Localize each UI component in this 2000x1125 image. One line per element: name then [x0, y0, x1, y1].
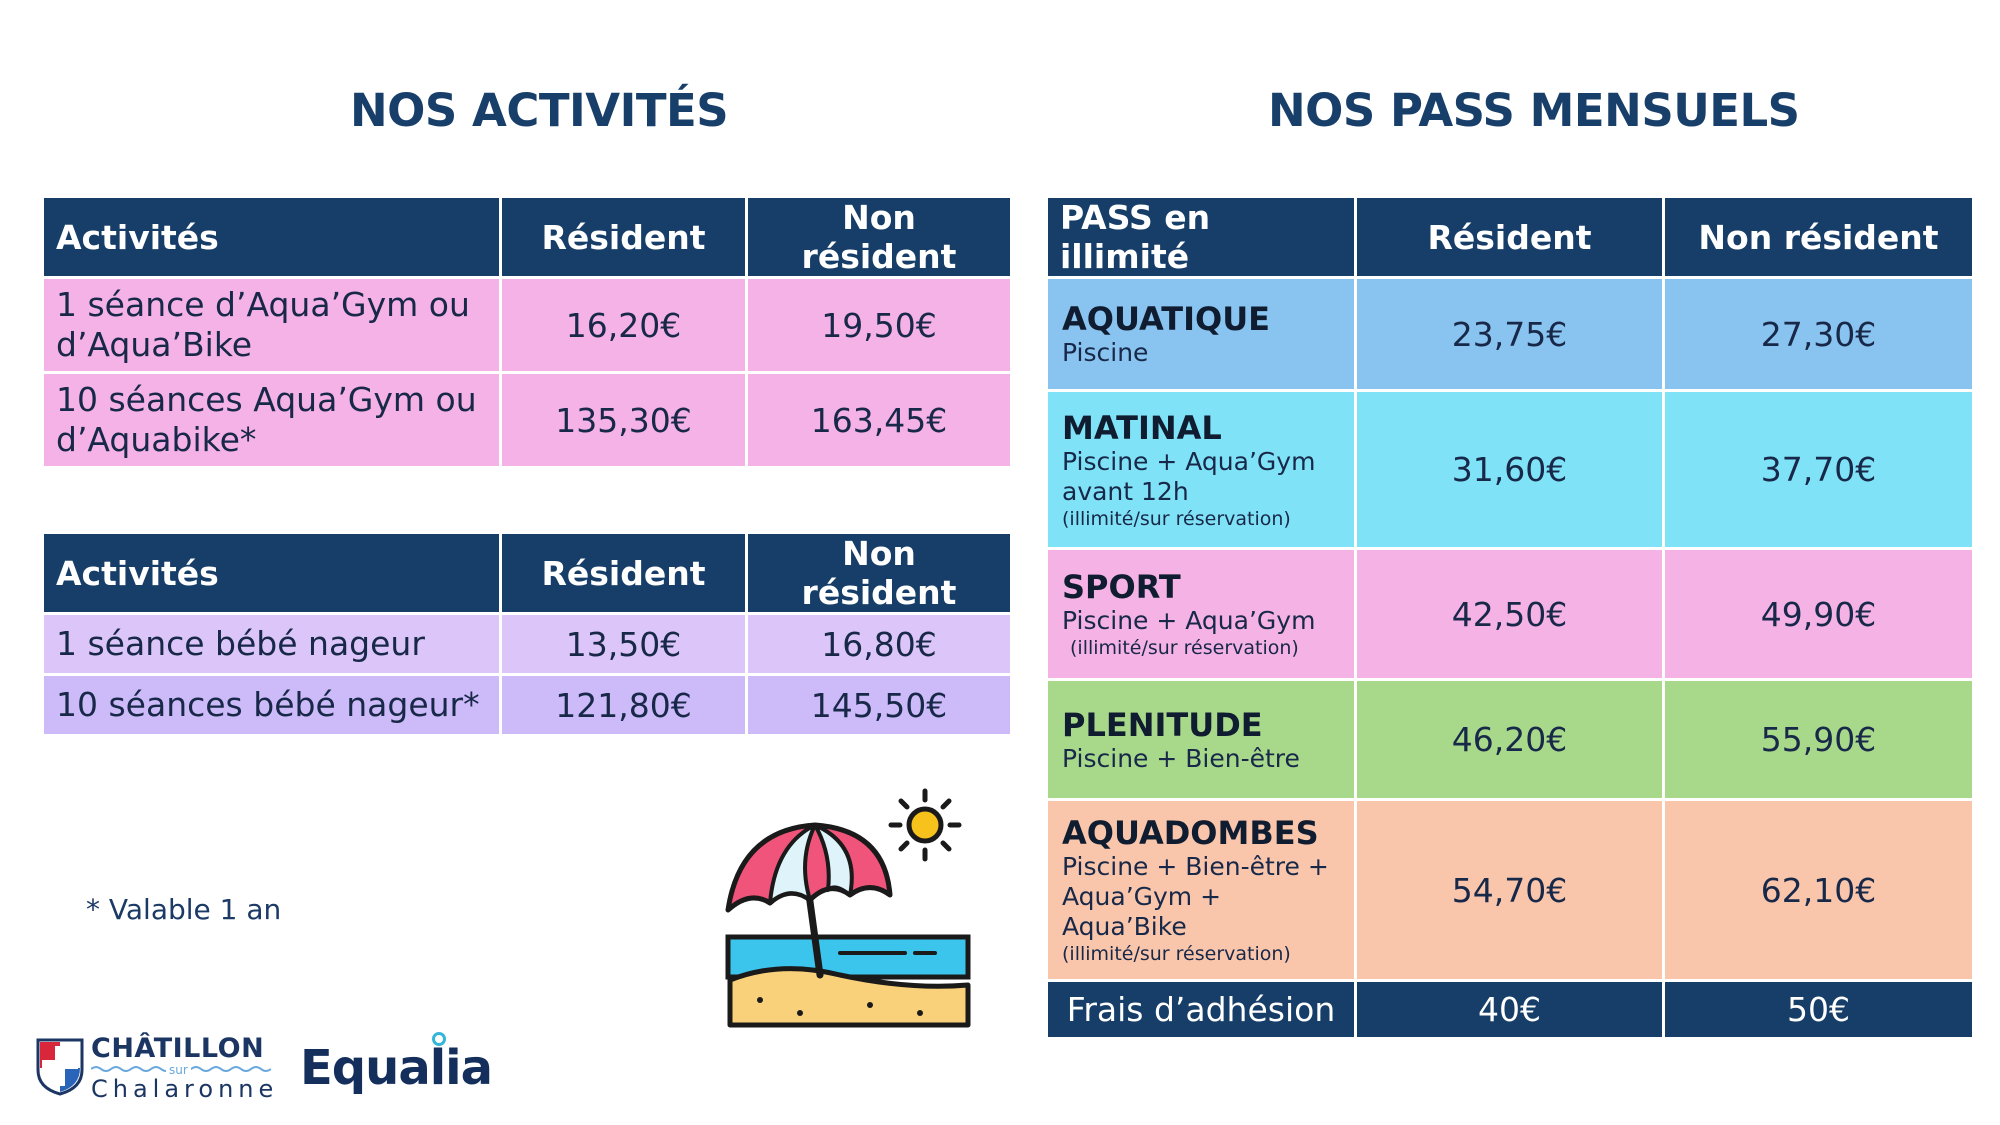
activity-label: 10 séances bébé nageur*	[44, 676, 499, 734]
table-row: 1 séance d’Aqua’Gym ou d’Aqua’Bike 16,20…	[44, 279, 1010, 371]
pass-description: Piscine + Aqua’Gym	[1062, 606, 1316, 635]
table-header-row: Activités Résident Non résident	[44, 198, 1010, 276]
pass-row-plenitude: PLENITUDE Piscine + Bien-être 46,20€ 55,…	[1048, 681, 1972, 798]
price-non-resident: 62,10€	[1665, 801, 1972, 979]
pass-row-matinal: MATINAL Piscine + Aqua’Gym avant 12h (il…	[1048, 392, 1972, 547]
price-non-resident: 27,30€	[1665, 279, 1972, 389]
pass-name: AQUADOMBES	[1062, 814, 1319, 852]
header-non-resident: Non résident	[1665, 198, 1972, 276]
price-non-resident: 145,50€	[748, 676, 1010, 734]
chatillon-subtitle: Chalaronne	[91, 1075, 279, 1103]
pass-label: SPORT Piscine + Aqua’Gym (illimité/sur r…	[1048, 550, 1354, 678]
pass-note: (illimité/sur réservation)	[1062, 507, 1291, 530]
price-non-resident: 19,50€	[748, 279, 1010, 371]
equalia-logo: Equalia	[300, 1032, 493, 1096]
pass-row-sport: SPORT Piscine + Aqua’Gym (illimité/sur r…	[1048, 550, 1972, 678]
header-non-resident: Non résident	[748, 198, 1010, 276]
table-row: 10 séances bébé nageur* 121,80€ 145,50€	[44, 676, 1010, 734]
price-non-resident: 37,70€	[1665, 392, 1972, 547]
pass-description: Piscine + Aqua’Gym avant 12h	[1062, 446, 1316, 506]
price-non-resident: 163,45€	[748, 374, 1010, 466]
header-resident: Résident	[502, 534, 745, 612]
pass-name: PLENITUDE	[1062, 705, 1263, 744]
pass-row-aquatique: AQUATIQUE Piscine 23,75€ 27,30€	[1048, 279, 1972, 389]
price-resident: 121,80€	[502, 676, 745, 734]
pass-name: MATINAL	[1062, 408, 1222, 447]
chatillon-logo: CHÂTILLON sur Chalaronne	[36, 1030, 279, 1103]
header-non-resident: Non résident	[748, 534, 1010, 612]
pass-row-aquadombes: AQUADOMBES Piscine + Bien-être + Aqua’Gy…	[1048, 801, 1972, 979]
price-resident: 13,50€	[502, 615, 745, 673]
pass-name: AQUATIQUE	[1062, 300, 1271, 338]
header-pass: PASS en illimité	[1048, 198, 1354, 276]
pass-description: Piscine + Bien-être	[1062, 743, 1300, 773]
table-header-row: PASS en illimité Résident Non résident	[1048, 198, 1972, 276]
equalia-wordmark: Equalia	[300, 1040, 493, 1096]
pass-description: Piscine + Bien-être + Aqua’Gym + Aqua’Bi…	[1062, 852, 1329, 941]
equalia-dot-icon	[432, 1032, 446, 1046]
price-resident: 42,50€	[1357, 550, 1662, 678]
activities-table-baby: Activités Résident Non résident 1 séance…	[41, 531, 1013, 737]
activities-title: NOS ACTIVITÉS	[350, 84, 729, 137]
activity-label: 1 séance bébé nageur	[44, 615, 499, 673]
pass-label: AQUATIQUE Piscine	[1048, 279, 1354, 389]
monthly-pass-table: PASS en illimité Résident Non résident A…	[1045, 195, 1975, 1040]
price-resident: 23,75€	[1357, 279, 1662, 389]
activities-table-aqua: Activités Résident Non résident 1 séance…	[41, 195, 1013, 469]
table-header-row: Activités Résident Non résident	[44, 534, 1010, 612]
chatillon-sur: sur	[166, 1063, 191, 1077]
price-resident: 16,20€	[502, 279, 745, 371]
fee-label: Frais d’adhésion	[1048, 982, 1354, 1037]
activity-label: 1 séance d’Aqua’Gym ou d’Aqua’Bike	[44, 279, 499, 371]
pass-note: (illimité/sur réservation)	[1070, 637, 1299, 659]
pass-label: AQUADOMBES Piscine + Bien-être + Aqua’Gy…	[1048, 801, 1354, 979]
price-resident: 135,30€	[502, 374, 745, 466]
monthly-pass-title: NOS PASS MENSUELS	[1268, 84, 1800, 137]
price-non-resident: 16,80€	[748, 615, 1010, 673]
pass-label: PLENITUDE Piscine + Bien-être	[1048, 681, 1354, 798]
activity-label: 10 séances Aqua’Gym ou d’Aquabike*	[44, 374, 499, 466]
fee-resident: 40€	[1357, 982, 1662, 1037]
table-row: 10 séances Aqua’Gym ou d’Aquabike* 135,3…	[44, 374, 1010, 466]
header-resident: Résident	[1357, 198, 1662, 276]
price-non-resident: 55,90€	[1665, 681, 1972, 798]
pass-name: SPORT	[1062, 568, 1181, 606]
pass-note: (illimité/sur réservation)	[1062, 943, 1291, 965]
fee-non-resident: 50€	[1665, 982, 1972, 1037]
price-non-resident: 49,90€	[1665, 550, 1972, 678]
header-activites: Activités	[44, 534, 499, 612]
price-resident: 31,60€	[1357, 392, 1662, 547]
chatillon-name: CHÂTILLON	[91, 1033, 265, 1064]
sun-icon	[888, 788, 962, 862]
header-resident: Résident	[502, 198, 745, 276]
price-resident: 46,20€	[1357, 681, 1662, 798]
shield-icon	[36, 1038, 84, 1096]
membership-fee-row: Frais d’adhésion 40€ 50€	[1048, 982, 1972, 1037]
table-row: 1 séance bébé nageur 13,50€ 16,80€	[44, 615, 1010, 673]
pass-label: MATINAL Piscine + Aqua’Gym avant 12h (il…	[1048, 392, 1354, 547]
beach-umbrella-icon	[725, 788, 971, 1028]
price-resident: 54,70€	[1357, 801, 1662, 979]
footnote: * Valable 1 an	[86, 893, 282, 926]
pass-description: Piscine	[1062, 338, 1149, 367]
header-activites: Activités	[44, 198, 499, 276]
